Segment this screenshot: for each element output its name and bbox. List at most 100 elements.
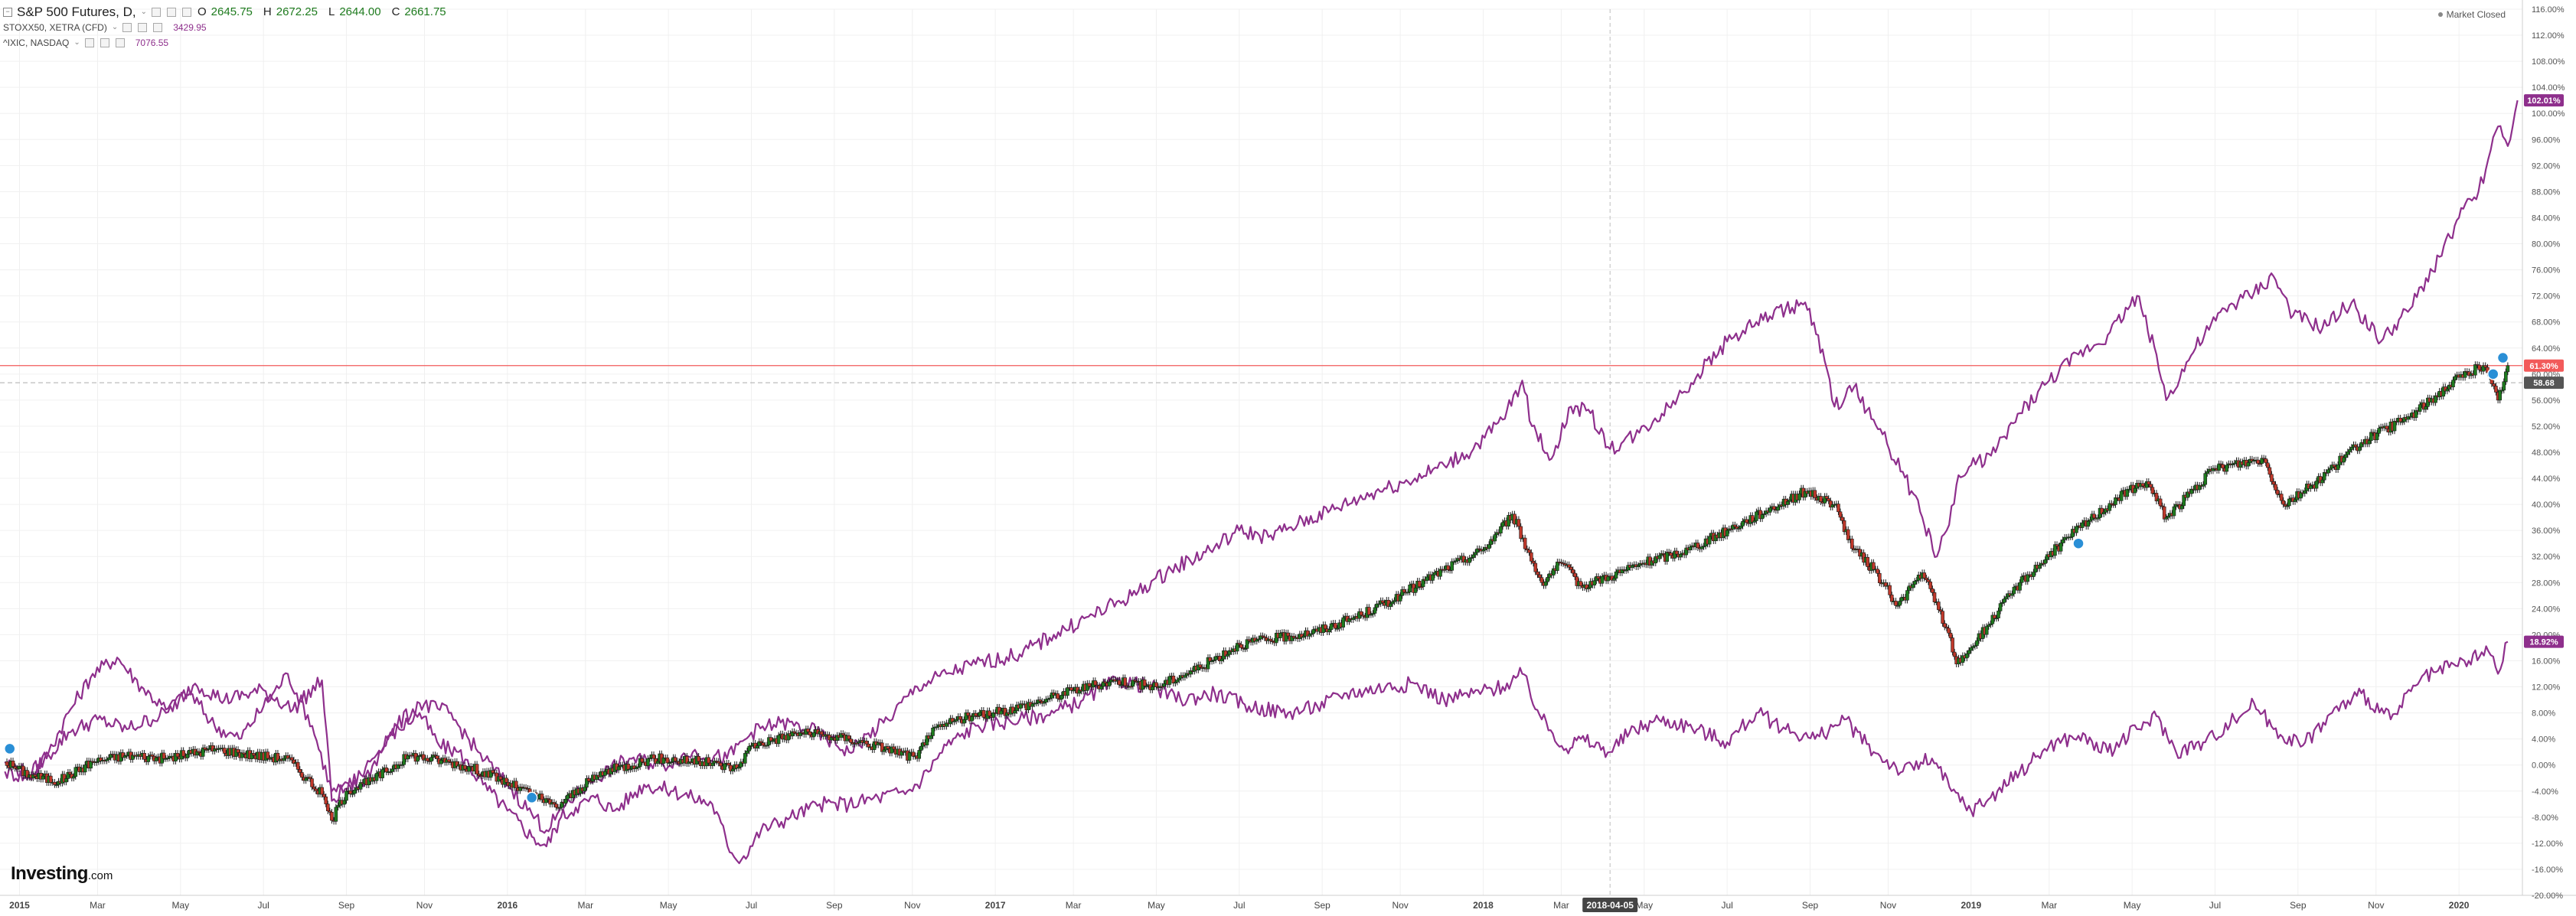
candle-body xyxy=(1500,522,1505,527)
overlay-2-value: 7076.55 xyxy=(135,37,169,48)
candle-body xyxy=(1819,496,1823,502)
x-tick-label: Nov xyxy=(1880,900,1896,911)
candle-body xyxy=(64,778,68,783)
candle-body xyxy=(2426,397,2430,407)
candle-body xyxy=(2075,526,2078,533)
candle-body xyxy=(602,771,607,776)
candle-body xyxy=(669,761,674,763)
candle-body xyxy=(1247,639,1251,641)
hide-toggle-icon[interactable] xyxy=(100,38,109,47)
candle-body xyxy=(2201,484,2205,487)
candle-body xyxy=(749,745,753,747)
candle-body xyxy=(406,755,410,760)
price-label-bg xyxy=(2524,635,2564,648)
candle-body xyxy=(518,787,522,791)
settings-toggle-icon[interactable] xyxy=(122,23,132,32)
settings-toggle-icon[interactable] xyxy=(152,8,161,17)
candle-body xyxy=(236,749,240,753)
candle-body xyxy=(1245,639,1249,649)
candle-body xyxy=(1830,504,1835,508)
candle-body xyxy=(1392,600,1396,602)
candle-body xyxy=(463,764,467,770)
candle-body xyxy=(1347,618,1351,622)
chevron-down-icon[interactable]: ⌄ xyxy=(73,38,80,47)
candle-body xyxy=(638,758,642,768)
candle-body xyxy=(857,742,861,744)
candle-body xyxy=(1425,576,1429,582)
candle-body xyxy=(13,766,17,769)
remove-toggle-icon[interactable] xyxy=(115,38,125,47)
y-tick-label: 32.00% xyxy=(2532,553,2561,562)
candle-body xyxy=(954,719,958,722)
candle-body xyxy=(429,757,433,762)
candle-body xyxy=(1745,519,1748,523)
candle-body xyxy=(222,748,227,754)
candle-body xyxy=(540,794,544,800)
candle-body xyxy=(286,755,290,759)
collapse-legend-icon[interactable]: − xyxy=(3,8,12,17)
candle-body xyxy=(426,758,429,761)
crosshair-date-bg xyxy=(1582,898,1638,912)
candle-body xyxy=(1998,603,2003,611)
candle-body xyxy=(1785,501,1790,505)
candle-body xyxy=(320,787,324,795)
overlay-2-symbol[interactable]: ^IXIC, NASDAQ xyxy=(3,37,70,48)
candle-body xyxy=(195,751,199,756)
candle-body xyxy=(2101,511,2106,514)
candle-body xyxy=(886,746,890,749)
candle-body xyxy=(800,732,805,734)
candle-body xyxy=(310,778,314,787)
candle-body xyxy=(1018,703,1023,709)
x-tick-label: 2019 xyxy=(1961,900,1981,911)
overlay-1-symbol[interactable]: STOXX50, XETRA (CFD) xyxy=(3,22,107,33)
y-tick-label: -12.00% xyxy=(2532,839,2563,849)
candle-body xyxy=(2349,447,2354,450)
candle-body xyxy=(1077,689,1082,694)
candle-body xyxy=(1888,585,1892,595)
x-tick-label: Mar xyxy=(90,900,106,911)
candle-body xyxy=(435,755,439,759)
main-symbol-label[interactable]: S&P 500 Futures, D, xyxy=(17,5,136,19)
x-tick-label: Jul xyxy=(746,900,757,911)
candle-body xyxy=(2499,390,2504,392)
hide-toggle-icon[interactable] xyxy=(167,8,176,17)
candle-body xyxy=(165,758,170,760)
candle-body xyxy=(880,742,884,752)
candle-body xyxy=(2367,440,2372,445)
candle-body xyxy=(628,768,632,771)
candle-body xyxy=(2144,481,2149,488)
candle-body xyxy=(2445,389,2450,392)
candle-body xyxy=(931,727,935,736)
candle-body xyxy=(106,757,111,760)
settings-toggle-icon[interactable] xyxy=(84,38,94,47)
candle-body xyxy=(1226,654,1229,657)
candle-body xyxy=(1117,680,1121,686)
candle-body xyxy=(73,767,78,777)
candle-body xyxy=(1468,558,1471,563)
candle-body xyxy=(1093,680,1098,686)
candle-body xyxy=(2010,593,2014,596)
remove-toggle-icon[interactable] xyxy=(153,23,163,32)
candle-body xyxy=(2504,371,2508,383)
candle-body xyxy=(1620,569,1624,573)
candle-body xyxy=(1167,676,1172,685)
hide-toggle-icon[interactable] xyxy=(138,23,148,32)
candle-body xyxy=(1489,539,1493,545)
candle-body xyxy=(1931,588,1934,593)
candle-body xyxy=(2107,503,2112,511)
candle-body xyxy=(1386,600,1391,607)
candle-body xyxy=(2451,380,2455,388)
candle-body xyxy=(2231,464,2235,465)
chevron-down-icon[interactable]: ⌄ xyxy=(111,23,119,31)
chevron-down-icon[interactable]: ⌄ xyxy=(140,8,147,16)
candle-body xyxy=(1243,648,1247,650)
candle-body xyxy=(384,768,389,773)
candle-body xyxy=(300,772,304,778)
candle-body xyxy=(2149,484,2153,488)
remove-toggle-icon[interactable] xyxy=(182,8,191,17)
candle-body xyxy=(2172,506,2176,517)
candle-body xyxy=(1142,679,1147,686)
candle-body xyxy=(1942,623,1947,628)
price-label-bg xyxy=(2524,359,2564,372)
